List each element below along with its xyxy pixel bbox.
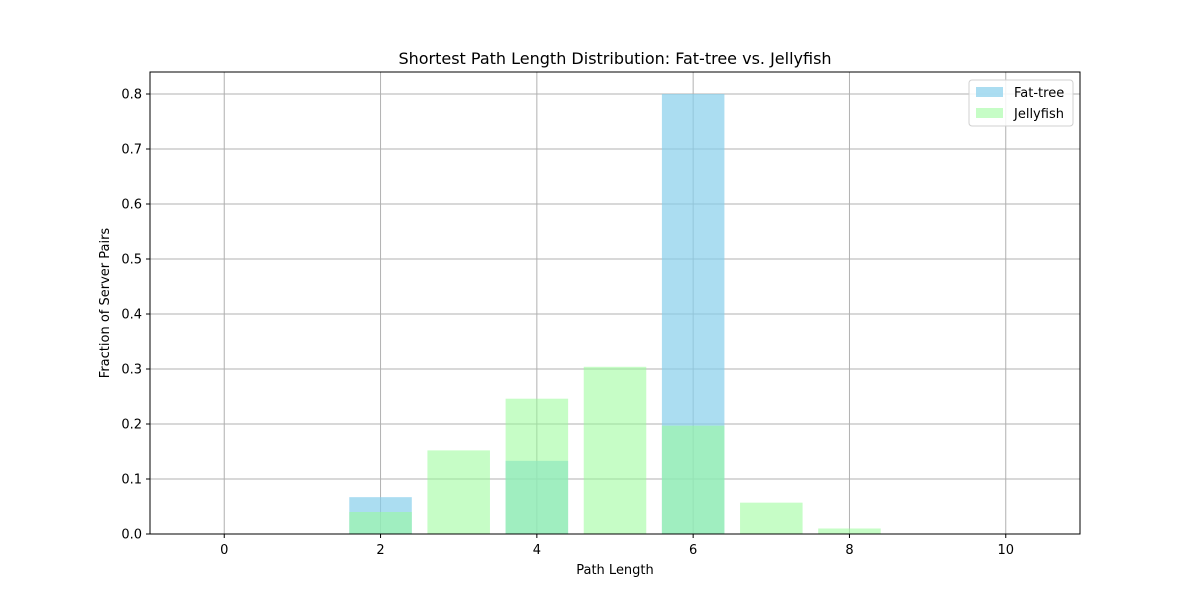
y-tick-label: 0.3 [121, 363, 142, 378]
y-tick-label: 0.7 [121, 143, 142, 158]
x-tick-label: 4 [533, 543, 541, 558]
bar-jellyfish-4 [505, 398, 569, 534]
y-tick-label: 0.8 [121, 88, 142, 103]
y-axis-label: Fraction of Server Pairs [98, 228, 113, 379]
legend: Fat-tree Jellyfish [968, 79, 1074, 127]
x-tick-label: 8 [845, 543, 853, 558]
y-tick-label: 0.4 [121, 308, 142, 323]
bar-jellyfish-5 [583, 366, 647, 534]
x-axis-label: Path Length [576, 563, 654, 578]
chart-title: Shortest Path Length Distribution: Fat-t… [398, 49, 831, 68]
legend-swatch [976, 108, 1003, 118]
x-tick-label: 2 [376, 543, 384, 558]
legend-label: Fat-tree [1014, 86, 1064, 101]
x-tick-label: 10 [997, 543, 1014, 558]
y-tick-label: 0.5 [121, 253, 142, 268]
bar-jellyfish-6 [661, 425, 725, 534]
y-tick-label: 0.1 [121, 473, 142, 488]
bar-jellyfish-7 [740, 502, 803, 534]
bars [349, 94, 881, 534]
x-tick-label: 6 [689, 543, 697, 558]
bar-jellyfish-8 [818, 528, 881, 534]
axis-ticks: 0 2 4 6 8 10 0.0 0.1 0.2 0.3 0.4 0.5 0.6 0.7 0.8 [121, 88, 1014, 559]
legend-label: Jellyfish [1013, 107, 1064, 122]
plot-frame [149, 71, 1081, 535]
y-tick-label: 0.2 [121, 418, 142, 433]
bar-jellyfish-2 [349, 512, 412, 534]
x-tick-label: 0 [220, 543, 228, 558]
y-tick-label: 0.0 [121, 528, 142, 543]
legend-swatch [976, 87, 1003, 97]
bar-jellyfish-3 [427, 450, 490, 534]
y-tick-label: 0.6 [121, 198, 142, 213]
